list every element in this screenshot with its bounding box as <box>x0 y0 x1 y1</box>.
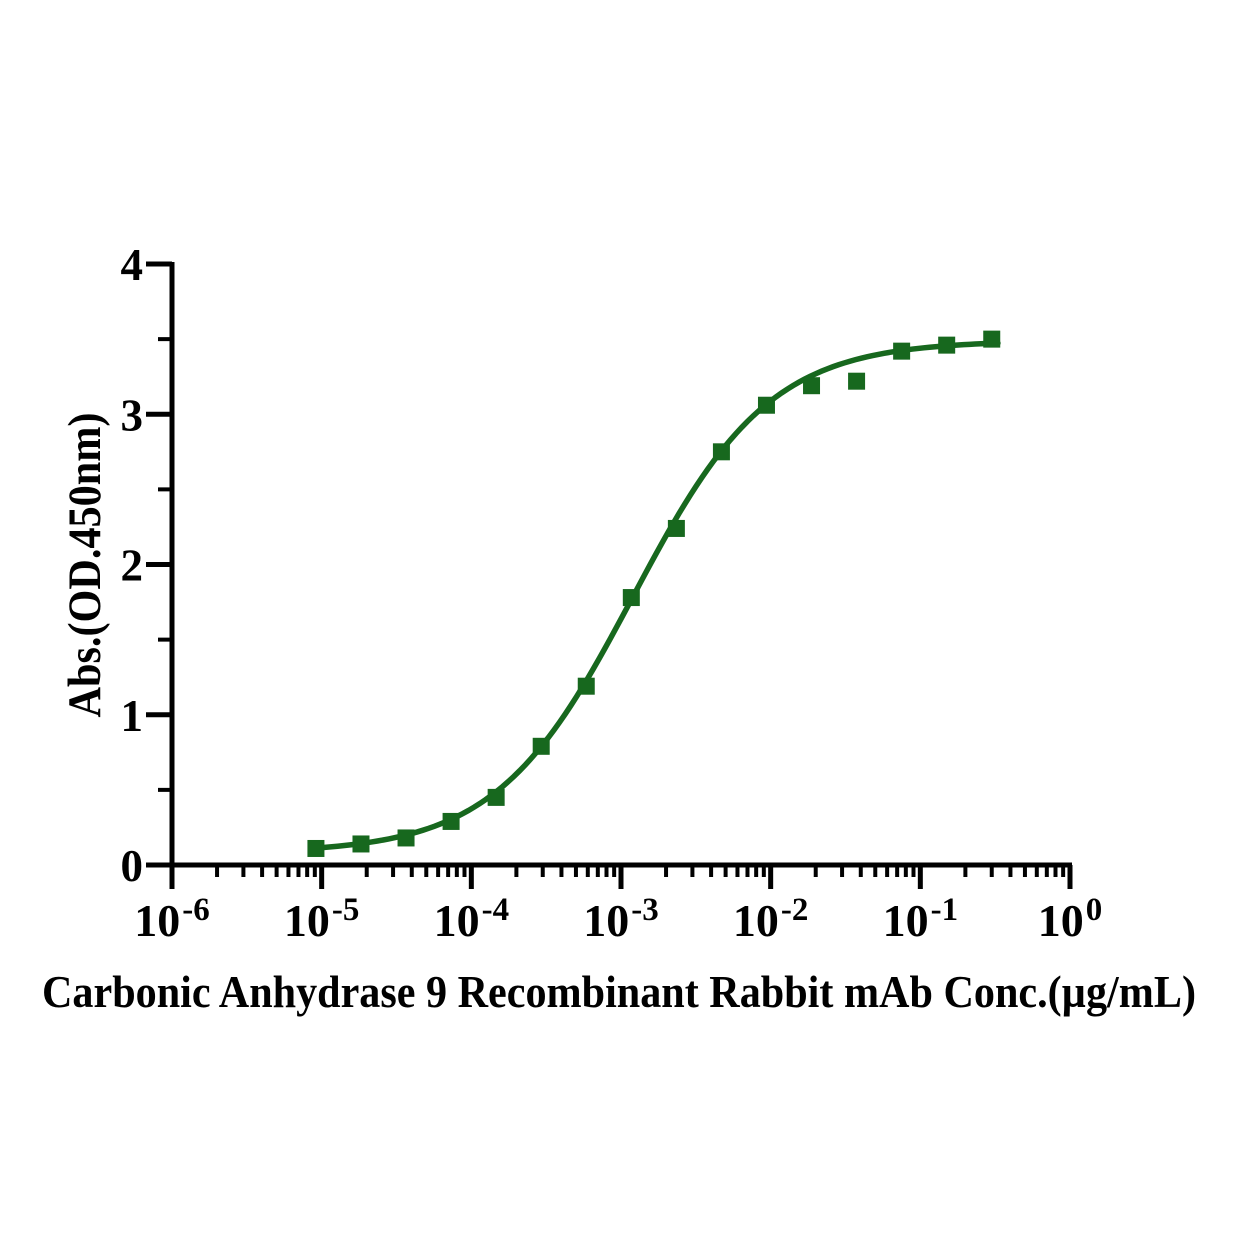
data-point-marker <box>397 829 415 847</box>
y-axis-title: Abs.(OD.450nm) <box>59 413 111 718</box>
y-tick-label: 4 <box>121 240 144 290</box>
tick-labels-layer: 10-6 10-5 10-4 10-3 10-2 10-1 100 0 1 2 3 4 <box>121 240 1103 946</box>
data-point-marker <box>803 377 821 395</box>
data-point-marker <box>848 372 866 390</box>
data-point-marker <box>712 443 730 461</box>
y-tick-label: 0 <box>121 841 144 891</box>
x-axis-title: Carbonic Anhydrase 9 Recombinant Rabbit … <box>42 966 1196 1017</box>
data-point-marker <box>983 330 1001 348</box>
x-tick-label: 10-1 <box>883 892 959 946</box>
x-tick-label: 10-2 <box>733 892 809 946</box>
x-tick-label: 10-4 <box>434 892 510 946</box>
x-tick-label: 10-5 <box>284 892 360 946</box>
data-point-marker <box>487 788 505 806</box>
data-point-marker <box>938 336 956 354</box>
x-tick-label: 10-6 <box>134 892 210 946</box>
data-point-marker <box>622 589 640 607</box>
data-point-marker <box>577 677 595 695</box>
y-tick-label: 1 <box>121 691 144 741</box>
x-tick-label: 10-3 <box>583 892 659 946</box>
ticks-layer <box>146 261 1073 889</box>
y-tick-label: 3 <box>121 390 144 440</box>
data-point-marker <box>352 835 370 853</box>
data-point-marker <box>893 342 911 360</box>
data-point-marker <box>442 812 460 830</box>
data-point-marker <box>667 519 685 537</box>
data-point-marker <box>757 396 775 414</box>
data-points-layer <box>307 330 1001 857</box>
y-tick-label: 2 <box>121 541 144 591</box>
data-point-marker <box>532 737 550 755</box>
x-tick-label: 100 <box>1038 892 1103 946</box>
fit-curve <box>312 340 1001 851</box>
axes-layer <box>147 262 1072 868</box>
data-point-marker <box>307 839 325 857</box>
fit-curve-layer <box>312 340 1001 851</box>
